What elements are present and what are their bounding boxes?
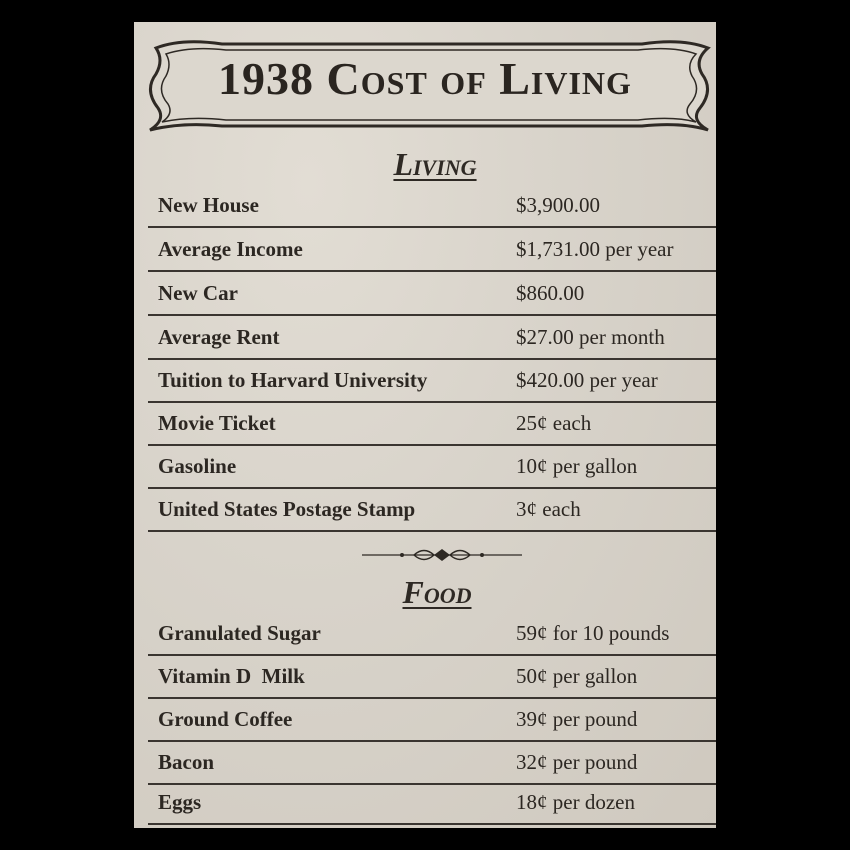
item-name: Tuition to Harvard University [158, 368, 428, 392]
title-banner [142, 30, 716, 142]
item-name: Gasoline [158, 454, 237, 478]
item-price: 59¢ for 10 pounds [516, 621, 670, 645]
item-price: 32¢ per pound [516, 750, 638, 774]
item-price: $1,731.00 per year [516, 237, 674, 261]
living-section-heading: Living [393, 146, 477, 182]
list-item: Gasoline 10¢ per gallon [148, 446, 716, 489]
item-price: $420.00 per year [516, 368, 658, 392]
list-item: Eggs 18¢ per dozen [148, 782, 716, 825]
ornamental-flourish-icon [362, 549, 522, 561]
page-title: 1938 Cost of Living [218, 53, 632, 104]
list-item: New Car $860.00 [148, 273, 716, 316]
item-price: 10¢ per gallon [516, 454, 638, 478]
scroll-banner-frame-icon [149, 40, 711, 132]
item-price: 18¢ per dozen [516, 790, 635, 814]
list-item: Tuition to Harvard University $420.00 pe… [148, 360, 716, 403]
item-name: Eggs [158, 790, 202, 814]
item-name: Vitamin D Milk [158, 664, 305, 688]
list-item: Granulated Sugar 59¢ for 10 pounds [148, 613, 716, 656]
item-price: $860.00 [516, 281, 585, 305]
item-name: Bacon [158, 750, 215, 774]
item-price: 3¢ each [516, 497, 581, 521]
list-item: Average Rent $27.00 per month [148, 317, 716, 360]
list-item: Vitamin D Milk 50¢ per gallon [148, 656, 716, 699]
list-item: New House $3,900.00 [148, 185, 716, 228]
list-item: Ground Coffee 39¢ per pound [148, 699, 716, 742]
item-price: 50¢ per gallon [516, 664, 638, 688]
item-name: Granulated Sugar [158, 621, 321, 645]
food-section-heading: Food [402, 574, 472, 610]
list-item: Average Income $1,731.00 per year [148, 229, 716, 272]
item-price: 39¢ per pound [516, 707, 638, 731]
item-name: United States Postage Stamp [158, 497, 416, 521]
item-name: New House [158, 193, 259, 217]
list-item: United States Postage Stamp 3¢ each [148, 489, 716, 532]
item-price: 25¢ each [516, 411, 592, 435]
price-list-sheet: 1938 Cost of Living Living New House $3,… [134, 22, 716, 828]
item-name: Movie Ticket [158, 411, 276, 435]
item-name: Average Rent [158, 325, 280, 349]
list-item: Movie Ticket 25¢ each [148, 403, 716, 446]
list-item: Bacon 32¢ per pound [148, 742, 716, 785]
item-name: Ground Coffee [158, 707, 293, 731]
item-name: Average Income [158, 237, 303, 261]
item-name: New Car [158, 281, 238, 305]
item-price: $3,900.00 [516, 193, 600, 217]
item-price: $27.00 per month [516, 325, 665, 349]
